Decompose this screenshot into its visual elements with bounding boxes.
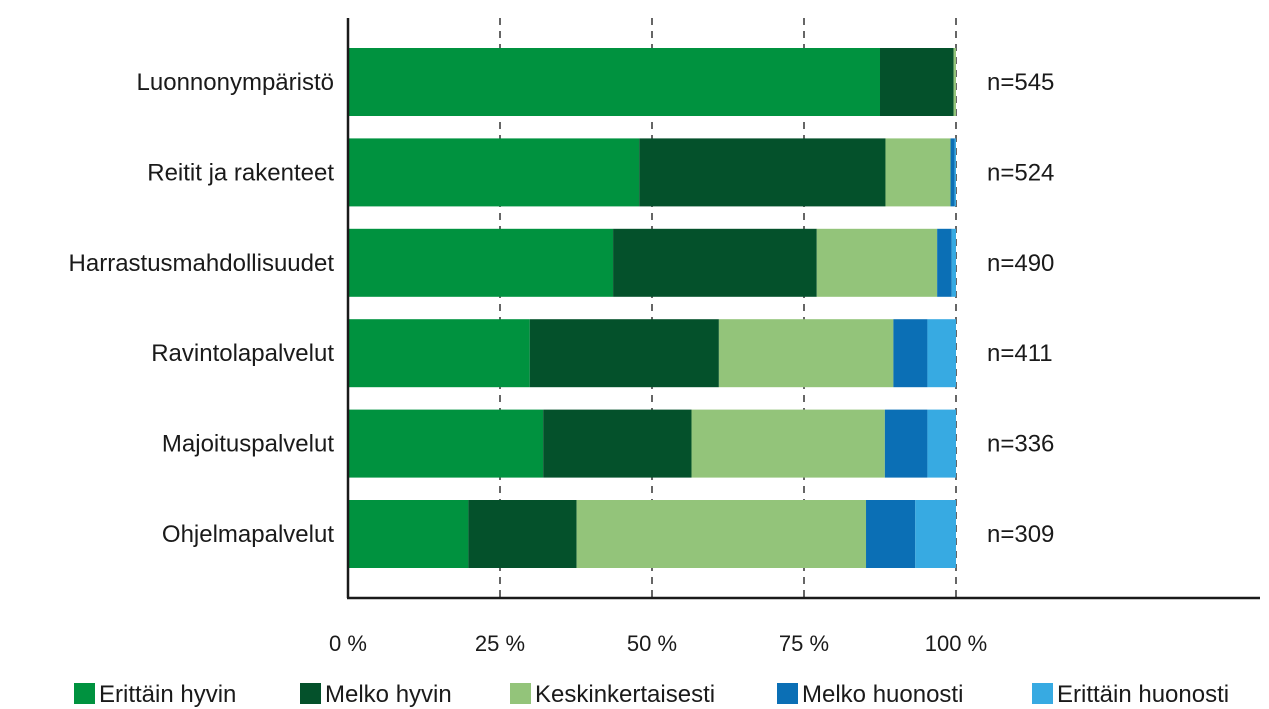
bar-segment [576,500,867,568]
bar-segment [915,500,956,568]
bar-segment [468,500,577,568]
bar-segment [348,319,530,388]
bar-segment [884,409,928,478]
bar-segment [718,319,894,388]
n-label: n=309 [987,521,1054,548]
n-label: n=411 [987,340,1053,367]
bar-segment [348,138,640,207]
n-label: n=336 [987,431,1054,458]
bar-segment [639,138,886,207]
legend-label: Erittäin huonosti [1057,681,1229,708]
category-label: Majoituspalvelut [162,431,334,458]
n-labels: n=545 n=524 n=490 n=411 n=336 n=309 [987,69,1054,548]
bar-segment [543,409,692,478]
bar-segment [885,138,951,207]
bar-segment [927,319,956,388]
bar-segment [816,228,938,297]
n-label: n=545 [987,69,1054,96]
bar-segment [937,228,952,297]
category-label: Luonnonympäristö [137,69,334,96]
category-label: Ohjelmapalvelut [162,521,334,548]
legend-label: Melko huonosti [802,681,963,708]
bar-segment [348,500,469,568]
x-tick-labels: 0 % 25 % 50 % 75 % 100 % [329,631,987,656]
x-tick-label: 25 % [475,631,525,656]
bar-segment [950,138,955,207]
x-tick-label: 75 % [779,631,829,656]
legend-label: Melko hyvin [325,681,452,708]
x-tick-label: 50 % [627,631,677,656]
n-label: n=490 [987,250,1054,277]
axes [346,18,1260,600]
legend-swatch [510,683,531,704]
bar-segment [348,228,614,297]
legend-swatch [74,683,95,704]
n-label: n=524 [987,159,1054,186]
legend: Erittäin hyvin Melko hyvin Keskinkertaises… [74,681,1229,708]
bar-segment [927,409,956,478]
x-tick-label: 100 % [925,631,987,656]
legend-label: Keskinkertaisesti [535,681,715,708]
legend-swatch [1032,683,1053,704]
bar-segment [348,48,880,116]
category-label: Harrastusmahdollisuudet [69,250,335,277]
bar-segment [953,48,956,116]
category-label: Reitit ja rakenteet [147,159,334,186]
category-label: Ravintolapalvelut [151,340,334,367]
bar-segment [951,228,956,297]
bar-segment [348,409,544,478]
x-tick-label: 0 % [329,631,367,656]
category-labels: Luonnonympäristö Reitit ja rakenteet Harra… [69,69,335,548]
bar-segment [529,319,719,388]
bar-segment [880,48,954,116]
bar-segment [954,138,956,207]
bar-segment [893,319,928,388]
legend-swatch [300,683,321,704]
bar-segment [866,500,916,568]
bar-segment [613,228,817,297]
legend-swatch [777,683,798,704]
bar-segment [691,409,885,478]
bars [348,48,956,568]
legend-label: Erittäin hyvin [99,681,236,708]
